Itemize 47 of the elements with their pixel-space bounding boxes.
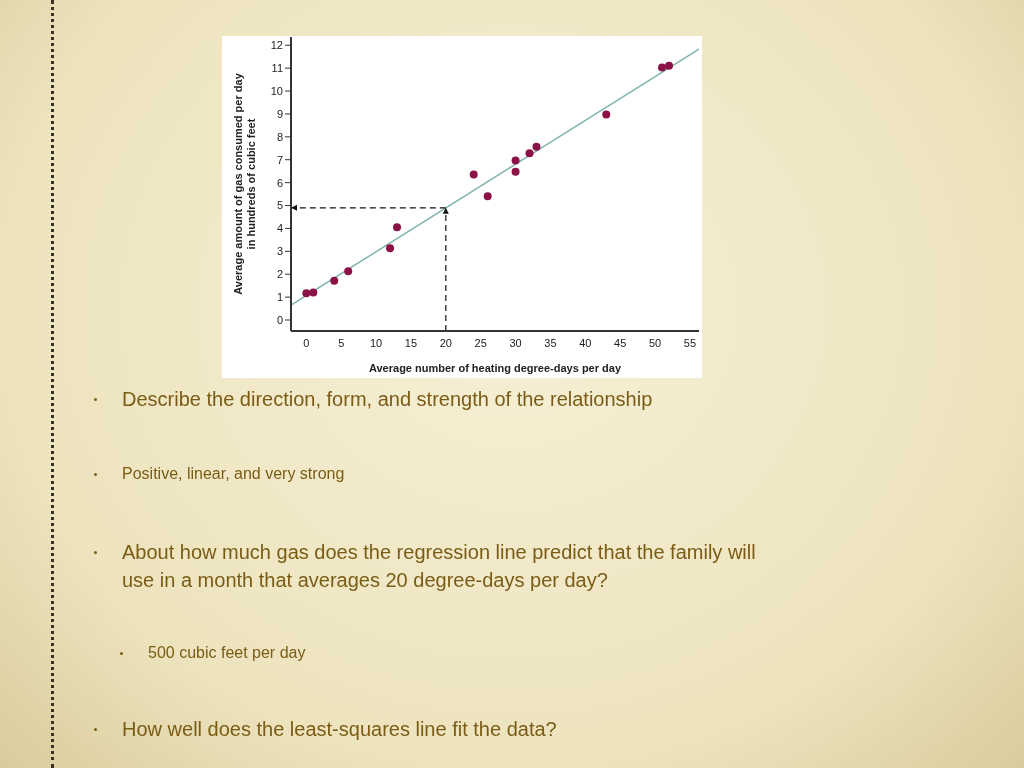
y-tick-label: 1: [276, 291, 283, 304]
x-tick-label: 25: [474, 336, 487, 349]
y-axis-title: Average amount of gas consumed per day in hundreds of cubic feet: [232, 72, 257, 295]
x-tick-label: 55: [683, 336, 697, 349]
x-tick-label: 35: [544, 336, 557, 349]
point: [525, 149, 534, 158]
point: [602, 110, 611, 119]
point: [483, 192, 492, 201]
point: [309, 288, 318, 297]
y-tick-label: 8: [276, 130, 283, 143]
y-tick-label: 10: [270, 84, 283, 97]
x-tick-label: 50: [648, 336, 662, 349]
point: [658, 63, 667, 72]
y-tick-label: 11: [271, 62, 283, 75]
x-tick-label: 15: [404, 336, 418, 349]
x-tick-label: 10: [369, 336, 383, 349]
point: [511, 156, 520, 165]
text: About how much gas does the regression line predict that the family will use in a month that averages 20 degree-days per day?: [122, 540, 757, 593]
x-tick-label: 5: [338, 336, 345, 349]
y-tick-label: 0: [276, 313, 283, 326]
y-tick-label: 4: [276, 222, 283, 235]
x-tick-label: 45: [614, 336, 627, 349]
y-tick-label: 5: [276, 199, 283, 212]
y-tick-label: 9: [276, 107, 283, 120]
x-tick-label: 30: [509, 336, 522, 349]
x-axis-title: Average number of heating degree-days per day: [368, 362, 622, 374]
point: [386, 244, 395, 253]
point: [344, 267, 353, 276]
y-tick-label: 6: [276, 176, 283, 189]
point: [532, 142, 541, 151]
y-tick-label: 7: [276, 153, 283, 166]
y-tick-label: 2: [276, 268, 283, 281]
text: Positive, linear, and very strong: [122, 464, 346, 484]
point: [469, 170, 478, 179]
point: [330, 276, 339, 285]
point: [665, 61, 674, 70]
text: Describe the direction, form, and strength of the relationship: [122, 387, 654, 412]
point: [511, 167, 520, 176]
point: [393, 223, 402, 232]
x-tick-label: 20: [439, 336, 452, 349]
text: 500 cubic feet per day: [148, 643, 307, 663]
text: How well does the least-squares line fit the data?: [122, 717, 558, 742]
y-tick-label: 12: [270, 39, 283, 52]
point: [302, 289, 311, 298]
x-tick-label: 40: [579, 336, 592, 349]
x-tick-label: 0: [303, 336, 310, 349]
y-tick-label: 3: [276, 245, 283, 258]
